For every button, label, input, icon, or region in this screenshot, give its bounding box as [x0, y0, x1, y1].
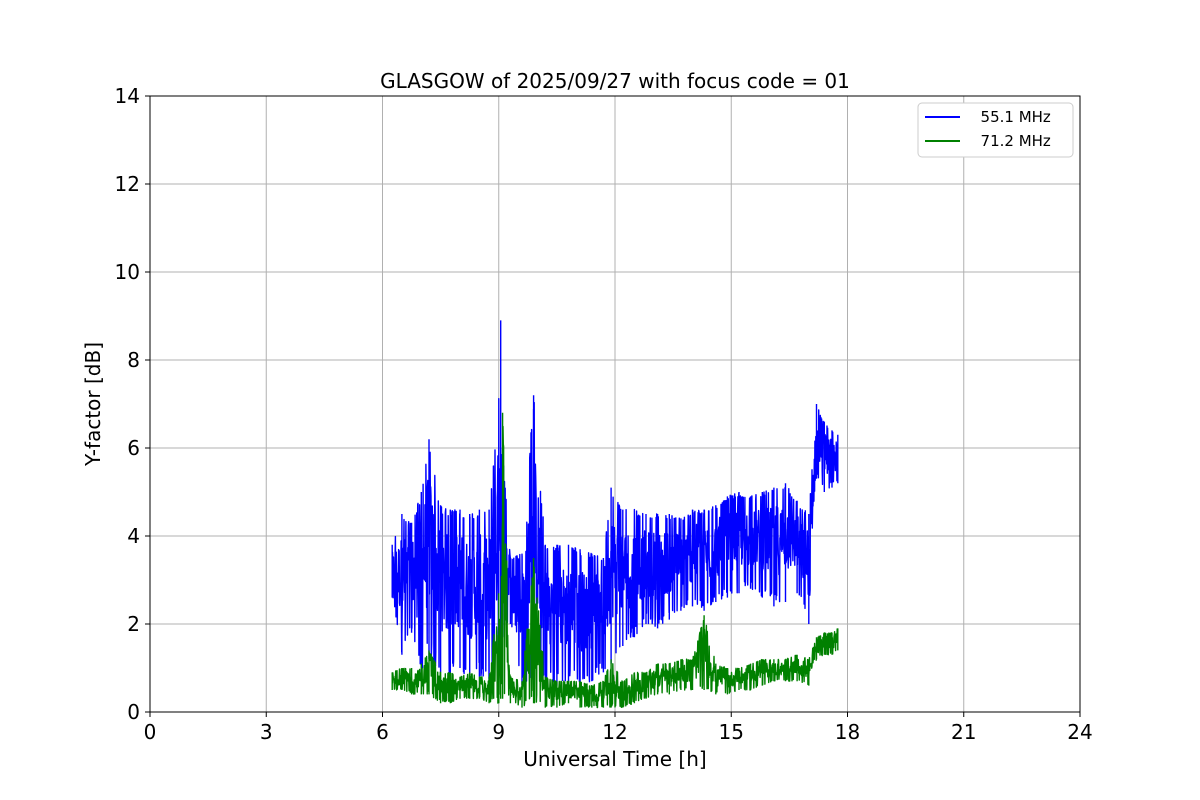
- legend: 55.1 MHz 71.2 MHz: [917, 102, 1074, 158]
- x-tick-label: 15: [719, 720, 744, 744]
- legend-label-55mhz: 55.1 MHz: [971, 108, 1051, 126]
- series-0: [391, 320, 839, 687]
- x-tick-label: 6: [376, 720, 389, 744]
- series-line: [391, 412, 839, 709]
- series-layer: [391, 320, 839, 709]
- series-1: [391, 412, 839, 709]
- x-tick-label: 18: [835, 720, 860, 744]
- y-axis-title: Y-factor [dB]: [81, 342, 105, 467]
- chart-title: GLASGOW of 2025/09/27 with focus code = …: [380, 69, 850, 93]
- y-tick-label: 4: [127, 524, 140, 548]
- x-tick-label: 3: [260, 720, 273, 744]
- y-tick-label: 12: [115, 172, 140, 196]
- y-tick-label: 14: [115, 84, 140, 108]
- x-tick-label: 24: [1067, 720, 1092, 744]
- x-tick-label: 0: [144, 720, 157, 744]
- y-tick-label: 2: [127, 612, 140, 636]
- y-tick-label: 10: [115, 260, 140, 284]
- x-tick-label: 21: [951, 720, 976, 744]
- y-tick-label: 8: [127, 348, 140, 372]
- y-tick-label: 0: [127, 700, 140, 724]
- x-axis-title: Universal Time [h]: [523, 747, 706, 771]
- legend-label-71mhz: 71.2 MHz: [971, 132, 1051, 150]
- x-tick-label: 9: [492, 720, 505, 744]
- x-tick-label: 12: [602, 720, 627, 744]
- y-tick-label: 6: [127, 436, 140, 460]
- series-line: [391, 320, 839, 687]
